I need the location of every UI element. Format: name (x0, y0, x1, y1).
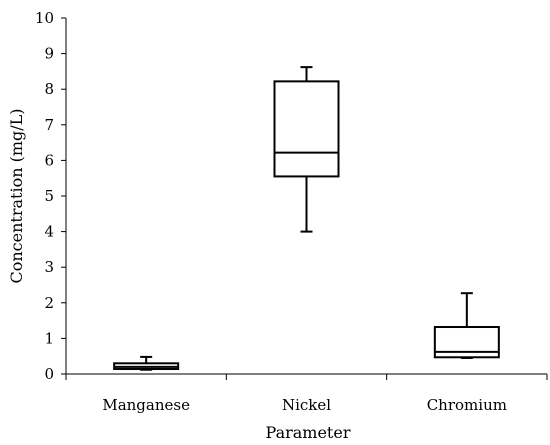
x-category-label: Nickel (282, 396, 331, 414)
y-tick-label: 4 (44, 223, 54, 241)
y-tick-label: 8 (44, 80, 54, 98)
y-tick-label: 1 (44, 329, 54, 347)
y-tick-label: 2 (44, 294, 54, 312)
y-tick-label: 7 (44, 116, 54, 134)
y-tick-label: 0 (44, 365, 54, 383)
y-tick-label: 3 (44, 258, 54, 276)
y-tick-label: 6 (44, 151, 54, 169)
box-iqr (273, 80, 340, 178)
x-category-label: Chromium (427, 396, 507, 414)
y-axis-title: Concentration (mg/L) (7, 108, 26, 283)
y-tick-label: 9 (44, 45, 54, 63)
plot-area: 0 1 2 3 4 5 6 7 8 9 10 Manganese Nickel Chromium (35, 9, 548, 414)
x-category-label: Manganese (102, 396, 190, 414)
y-tick-label: 10 (35, 9, 54, 27)
x-axis-title: Parameter (266, 423, 351, 442)
y-tick-label: 5 (44, 187, 54, 205)
